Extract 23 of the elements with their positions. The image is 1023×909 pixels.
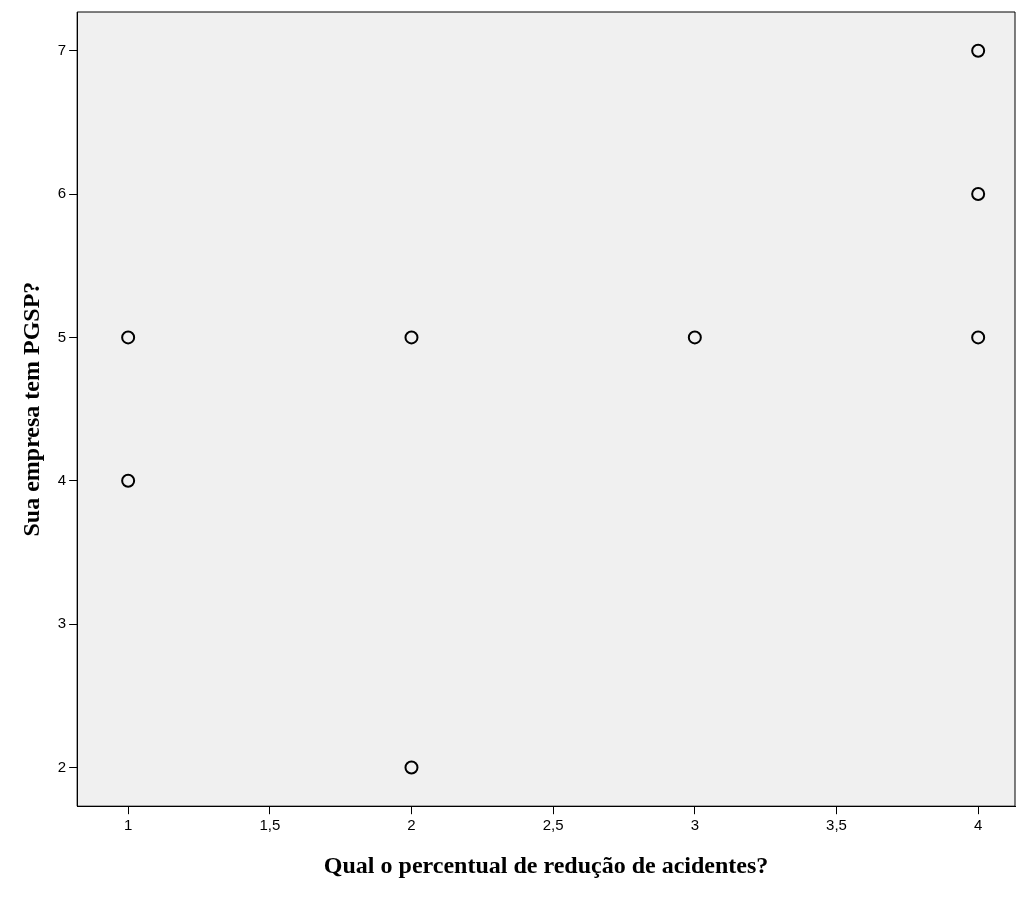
point <box>404 330 419 345</box>
x-tick-label: 1 <box>123 816 133 834</box>
x-tick-label: 4 <box>973 816 983 834</box>
y-tick-label: 2 <box>57 757 67 775</box>
x-axis-title: Qual o percentual de redução de acidentes? <box>323 851 769 878</box>
y-axis-title: Sua empresa tem PGSP? <box>17 281 44 537</box>
x-tick-label: 2,5 <box>542 816 564 834</box>
point <box>971 330 986 345</box>
y-tick-label: 7 <box>57 40 67 58</box>
point <box>404 760 419 775</box>
y-tick-label: 5 <box>57 327 67 345</box>
y-tick-label: 4 <box>57 470 67 488</box>
x-tick-label: 1,5 <box>259 816 281 834</box>
point <box>971 187 986 202</box>
x-tick-label: 2 <box>407 816 416 834</box>
point <box>121 330 136 345</box>
point <box>971 43 986 58</box>
y-tick-label: 6 <box>57 184 67 202</box>
point <box>121 473 136 488</box>
y-tick-label: 3 <box>57 614 67 632</box>
x-tick-label: 3,5 <box>826 816 847 834</box>
x-tick-label: 3 <box>690 816 699 834</box>
point <box>687 330 702 345</box>
